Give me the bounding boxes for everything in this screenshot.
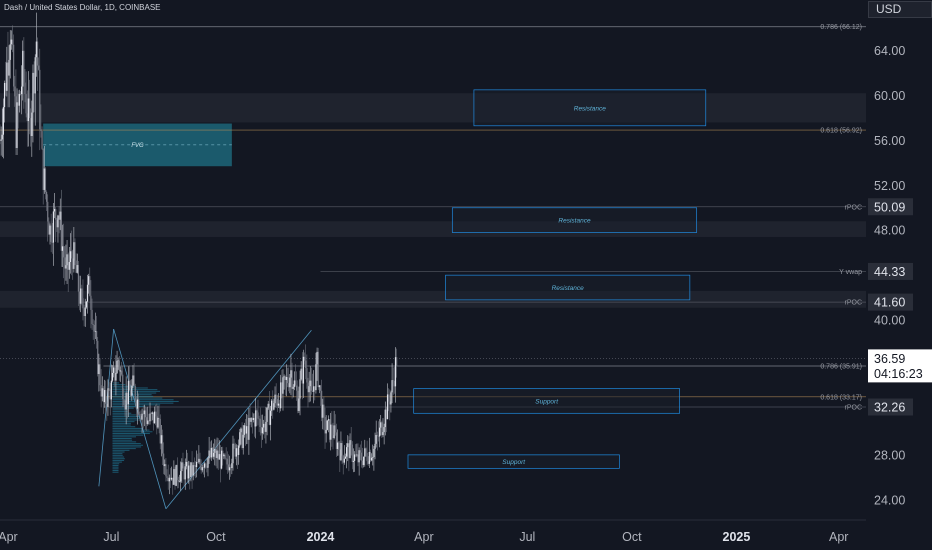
y-tick-0: 64.00: [874, 44, 905, 58]
x-tick-0: Apr: [0, 530, 18, 544]
zone-label-1: Resistance: [558, 218, 591, 225]
x-tick-5: Jul: [519, 530, 535, 544]
price-label-box-4: [868, 398, 913, 416]
level-label-7: rPOC: [845, 405, 863, 412]
zone-resistance-1: [451, 207, 698, 233]
x-tick-6: Oct: [622, 530, 642, 544]
zone-label-2: Resistance: [552, 285, 585, 292]
y-tick-4: 48.00: [874, 224, 905, 238]
trend-line-2: [165, 329, 312, 510]
current-price-box: [868, 349, 932, 383]
price-label-1: 44.33: [874, 265, 905, 279]
zone-label-3: Support: [535, 398, 559, 405]
x-tick-3: 2024: [307, 530, 335, 544]
y-tick-3: 52.00: [874, 179, 905, 193]
level-label-5: 0.786 (35.91): [820, 364, 862, 371]
y-tick-5: 40.00: [874, 314, 905, 328]
price-label-0: 50.09: [874, 200, 905, 214]
trend-line-0: [98, 329, 115, 487]
level-label-0: 0.786 (66.12): [820, 24, 862, 31]
level-band-2: [0, 290, 866, 308]
level-label-4: rPOC: [845, 300, 863, 307]
level-label-2: rPOC: [845, 204, 863, 211]
level-band-1: [0, 221, 866, 237]
x-tick-8: Apr: [829, 530, 848, 544]
current-price-label: 36.59: [874, 352, 905, 366]
symbol-title: Dash / United States Dollar, 1D, COINBAS…: [4, 3, 161, 12]
level-label-6: 0.618 (33.17): [820, 394, 862, 401]
price-label-box-1: [868, 262, 913, 280]
price-label-2: 41.60: [874, 296, 905, 310]
price-label-4: 32.26: [874, 401, 905, 415]
price-label-box-2: [868, 293, 913, 311]
y-tick-1: 60.00: [874, 89, 905, 103]
zone-label-4: Support: [502, 459, 526, 466]
level-band-0: [0, 93, 866, 123]
zone-resistance-0: [473, 89, 707, 127]
y-tick-2: 56.00: [874, 134, 905, 148]
level-label-3: Y vwap: [839, 269, 862, 276]
zone-support-3: [413, 388, 680, 414]
candles: [0, 12, 398, 495]
level-label-1: 0.618 (56.92): [820, 128, 862, 135]
x-tick-1: Jul: [103, 530, 119, 544]
fvg-label: FVG: [131, 143, 144, 149]
y-tick-6: 28.00: [874, 448, 905, 462]
zone-label-0: Resistance: [574, 105, 607, 112]
currency-button[interactable]: USD: [868, 1, 932, 18]
x-tick-7: 2025: [723, 530, 751, 544]
zone-resistance-2: [445, 274, 691, 301]
x-tick-2: Oct: [206, 530, 226, 544]
y-tick-7: 24.00: [874, 493, 905, 507]
x-tick-4: Apr: [414, 530, 433, 544]
countdown-label: 04:16:23: [874, 367, 923, 381]
zone-support-4: [407, 454, 620, 469]
price-label-box-0: [868, 198, 913, 216]
